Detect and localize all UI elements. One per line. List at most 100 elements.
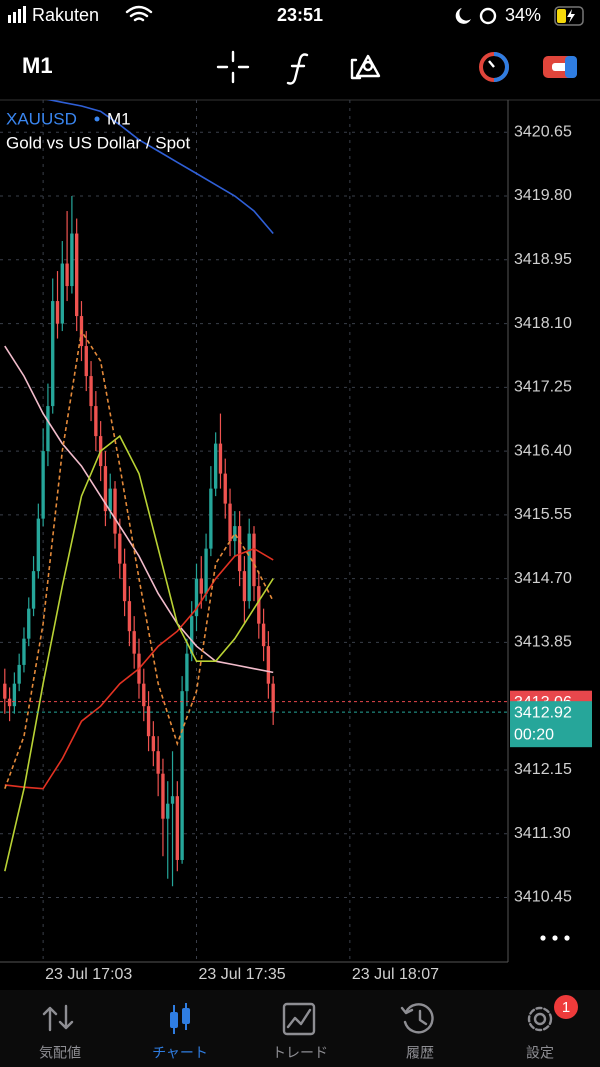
candle-body [17,664,21,684]
candle-body [12,683,17,707]
candle-body [60,263,64,324]
price-label: 3412.92 [514,704,572,721]
battery [554,6,584,26]
y-tick-label: 3412.15 [514,761,572,778]
crosshair-button[interactable] [216,50,250,84]
candle-body [166,803,170,819]
trade-button[interactable] [479,52,509,82]
timeframe-button[interactable]: M1 [22,53,53,78]
nav-label[interactable]: 履歴 [406,1045,434,1061]
battery-percent: 34% [505,5,541,25]
candle-body [146,706,151,737]
separator-dot [94,116,100,122]
candle-body [228,503,232,542]
objects-button[interactable] [350,54,381,80]
candle-body [113,488,117,534]
nav-label[interactable]: チャート [152,1045,208,1061]
candle-body [237,526,242,572]
indicator-line [4,434,274,872]
quotes-icon [42,1004,74,1032]
y-tick-label: 3420.65 [514,123,572,140]
candle-body [118,533,122,564]
candle-body [190,616,194,654]
nav-label[interactable]: トレード [272,1045,328,1061]
y-tick-label: 3413.85 [514,634,572,651]
candle-body [36,518,41,572]
y-tick-label: 3410.45 [514,889,572,906]
candle-body [175,796,179,860]
candle-body [108,488,112,512]
moon-icon [455,8,471,24]
candle-body [122,563,127,602]
y-tick-label: 3414.70 [514,570,572,587]
axes: 3420.65 3419.80 3418.95 3418.10 3417.25 3416.… [0,123,592,983]
candle-body [84,346,88,377]
candle-body [75,233,79,317]
charging-icon [567,9,575,23]
candle-body [142,683,146,707]
candle-body [27,608,31,639]
candle-body [94,406,98,437]
indicator-line [4,328,274,789]
badge-count: 1 [562,999,570,1016]
candle-body [204,548,208,594]
candle-body [103,466,108,512]
x-tick-label: 23 Jul 17:35 [198,966,285,983]
indicator-line [46,100,274,235]
candle-body [127,601,132,632]
y-tick-label: 3418.95 [514,251,572,268]
chart-timeframe: M1 [107,109,131,128]
battery-level [557,9,566,23]
candle-body [213,443,218,489]
candle-body [151,736,156,752]
candle-body [55,301,60,324]
candle-body [271,683,275,713]
candle-body [233,526,237,542]
plot [3,100,275,887]
carrier: Rakuten [32,5,99,25]
candle-body [156,751,160,774]
nav-label[interactable]: 設定 [526,1045,554,1061]
signal-bar [13,12,16,23]
settings-icon [527,1006,553,1032]
chart-icon [170,1003,190,1034]
y-tick-label: 3417.25 [514,379,572,396]
candle-body [209,488,213,549]
y-tick-label: 3418.10 [514,315,572,332]
candle-body [7,698,12,707]
symbol-description: Gold vs US Dollar / Spot [6,133,191,152]
candle-body [3,683,7,699]
candle-body [218,443,223,474]
more-button[interactable] [540,935,570,941]
lock-icon [479,7,497,25]
x-tick-label: 23 Jul 17:03 [45,966,132,983]
y-tick-label: 3419.80 [514,187,572,204]
candle-body [180,691,184,860]
symbol: XAUUSD [6,109,77,128]
price-label-bg [510,701,592,748]
signal-bar [18,9,21,23]
candle-body [242,571,247,602]
y-tick-label: 3411.30 [514,825,571,842]
history-icon [400,1003,434,1034]
candle-body [223,473,227,504]
y-tick-label: 3416.40 [514,442,572,459]
nav-label[interactable]: 気配値 [39,1045,81,1061]
candle-body [70,233,74,287]
candle-body [247,533,251,602]
account-button[interactable] [543,56,577,78]
clock: 23:51 [277,5,323,25]
trade-icon [282,1002,316,1036]
indicator-button[interactable] [286,53,309,85]
candle-body [194,578,199,617]
nav-items: 気配値 チャート トレード 履歴 設定 1 [39,995,578,1061]
candle-body [266,646,271,684]
candle-body [22,638,26,665]
signal-bar [8,15,11,23]
candle-body [252,533,256,587]
candle-body [257,586,261,624]
indicator-line [4,345,274,674]
candle-body [261,623,266,647]
